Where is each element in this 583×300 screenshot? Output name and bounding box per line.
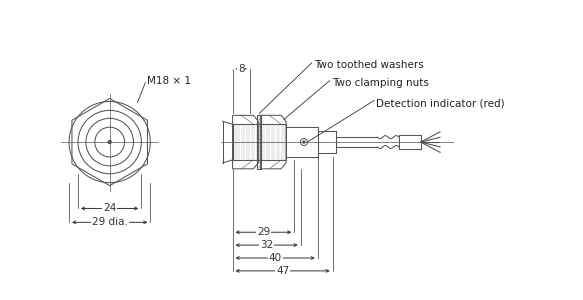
Bar [233,124,286,160]
Text: 29: 29 [257,227,270,237]
Text: Two toothed washers: Two toothed washers [314,60,423,70]
Text: 47: 47 [276,266,289,276]
Text: Detection indicator (red): Detection indicator (red) [376,98,505,108]
Text: 24: 24 [103,203,117,214]
Text: Two clamping nuts: Two clamping nuts [332,78,429,88]
Text: 32: 32 [260,240,273,250]
Circle shape [108,141,111,144]
Circle shape [303,141,305,143]
Text: 29 dia.: 29 dia. [92,217,128,227]
Text: 8: 8 [238,64,244,74]
Text: 40: 40 [269,253,282,263]
Text: M18 × 1: M18 × 1 [147,76,191,85]
